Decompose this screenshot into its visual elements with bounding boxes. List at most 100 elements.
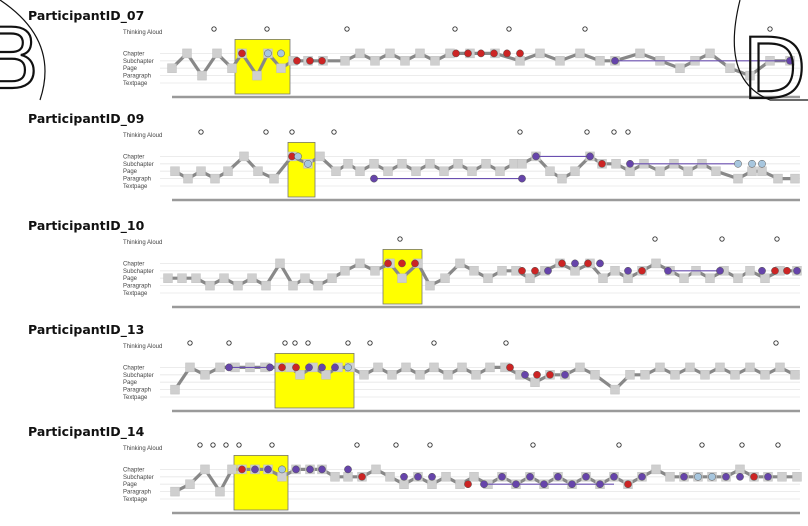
- page-visit-marker: [530, 377, 540, 387]
- page-visit-marker: [315, 151, 325, 162]
- page-visit-marker: [683, 166, 693, 176]
- page-visit-marker: [665, 472, 675, 482]
- page-visit-marker: [773, 173, 783, 184]
- page-visit-marker: [485, 362, 495, 373]
- page-visit-marker: [371, 464, 381, 475]
- page-visit-marker: [575, 48, 585, 59]
- page-visit-marker: [185, 479, 195, 489]
- page-visit-marker: [300, 273, 310, 283]
- think-aloud-icon: [767, 26, 773, 32]
- page-visit-marker: [651, 258, 661, 269]
- page-visit-marker: [610, 266, 620, 276]
- interaction-dot: [428, 472, 436, 481]
- think-aloud-icon: [625, 129, 631, 135]
- interaction-dot: [306, 56, 314, 65]
- page-visit-marker: [170, 166, 180, 176]
- page-visit-marker: [313, 280, 323, 291]
- think-aloud-icon: [354, 442, 360, 448]
- interaction-dot: [598, 159, 606, 168]
- interaction-dot: [305, 363, 313, 372]
- level-label: Thinking Aloud: [123, 133, 162, 139]
- page-visit-marker: [429, 362, 439, 373]
- level-label: Page: [123, 169, 138, 175]
- think-aloud-icon: [305, 340, 311, 346]
- page-visit-marker: [469, 266, 479, 276]
- page-visit-marker: [239, 151, 249, 162]
- interaction-dot: [264, 49, 272, 58]
- page-visit-marker: [215, 486, 225, 497]
- page-visit-marker: [355, 166, 365, 176]
- interaction-dot: [664, 266, 672, 275]
- think-aloud-icon: [367, 340, 373, 346]
- think-aloud-icon: [616, 442, 622, 448]
- page-visit-marker: [792, 472, 802, 482]
- page-visit-marker: [370, 56, 380, 66]
- page-visit-marker: [369, 159, 379, 169]
- interaction-dot: [611, 56, 619, 65]
- interaction-dot: [225, 363, 233, 372]
- page-visit-marker: [675, 63, 685, 73]
- level-label: Paragraph: [123, 490, 151, 496]
- participant-title: ParticipantID_14: [28, 424, 145, 440]
- level-label: Subchapter: [123, 475, 154, 481]
- page-visit-marker: [196, 166, 206, 176]
- interaction-dot: [318, 465, 326, 474]
- page-visit-marker: [253, 166, 263, 176]
- interaction-dot: [540, 480, 548, 489]
- page-visit-marker: [747, 166, 757, 176]
- think-aloud-icon: [427, 442, 433, 448]
- panel-label-d: D: [742, 20, 807, 118]
- page-visit-marker: [219, 273, 229, 283]
- interaction-dot: [464, 49, 472, 58]
- page-visit-marker: [223, 166, 233, 176]
- interaction-dot: [734, 159, 742, 168]
- level-label: Paragraph: [123, 284, 151, 290]
- page-visit-marker: [679, 273, 689, 283]
- participant-title: ParticipantID_10: [28, 218, 145, 234]
- interaction-dot: [584, 259, 592, 268]
- page-visit-marker: [757, 166, 767, 176]
- think-aloud-icon: [652, 236, 658, 242]
- think-aloud-icon: [264, 26, 270, 32]
- level-label: Textpage: [123, 395, 148, 401]
- think-aloud-icon: [292, 340, 298, 346]
- page-visit-marker: [611, 159, 621, 169]
- interaction-dot: [331, 363, 339, 372]
- level-label: Chapter: [123, 51, 144, 57]
- page-visit-marker: [469, 472, 479, 482]
- interaction-dot: [294, 152, 302, 161]
- interaction-dot: [518, 266, 526, 275]
- page-visit-marker: [215, 362, 225, 373]
- interaction-dot: [771, 266, 779, 275]
- think-aloud-icon: [282, 340, 288, 346]
- interaction-dot: [452, 49, 460, 58]
- page-visit-marker: [590, 370, 600, 380]
- page-visit-marker: [651, 464, 661, 475]
- interaction-dot: [414, 472, 422, 481]
- page-visit-marker: [775, 362, 785, 373]
- page-visit-marker: [247, 273, 257, 283]
- think-aloud-icon: [187, 340, 193, 346]
- page-visit-marker: [183, 173, 193, 184]
- level-label: Thinking Aloud: [123, 240, 162, 246]
- interaction-dot: [764, 472, 772, 481]
- interaction-dot: [238, 465, 246, 474]
- think-aloud-icon: [198, 129, 204, 135]
- interaction-dot: [266, 363, 274, 372]
- interaction-dot: [516, 49, 524, 58]
- page-visit-marker: [200, 464, 210, 475]
- page-visit-marker: [252, 70, 262, 81]
- page-visit-marker: [733, 173, 743, 184]
- page-visit-marker: [275, 258, 285, 269]
- page-visit-marker: [397, 159, 407, 169]
- page-visit-marker: [715, 362, 725, 373]
- page-visit-marker: [625, 166, 635, 176]
- page-visit-marker: [321, 370, 331, 380]
- interaction-dot: [638, 472, 646, 481]
- think-aloud-icon: [345, 340, 351, 346]
- page-visit-marker: [340, 266, 350, 276]
- interaction-dot: [554, 472, 562, 481]
- page-visit-marker: [457, 362, 467, 373]
- page-visit-marker: [570, 166, 580, 176]
- page-visit-marker: [495, 166, 505, 176]
